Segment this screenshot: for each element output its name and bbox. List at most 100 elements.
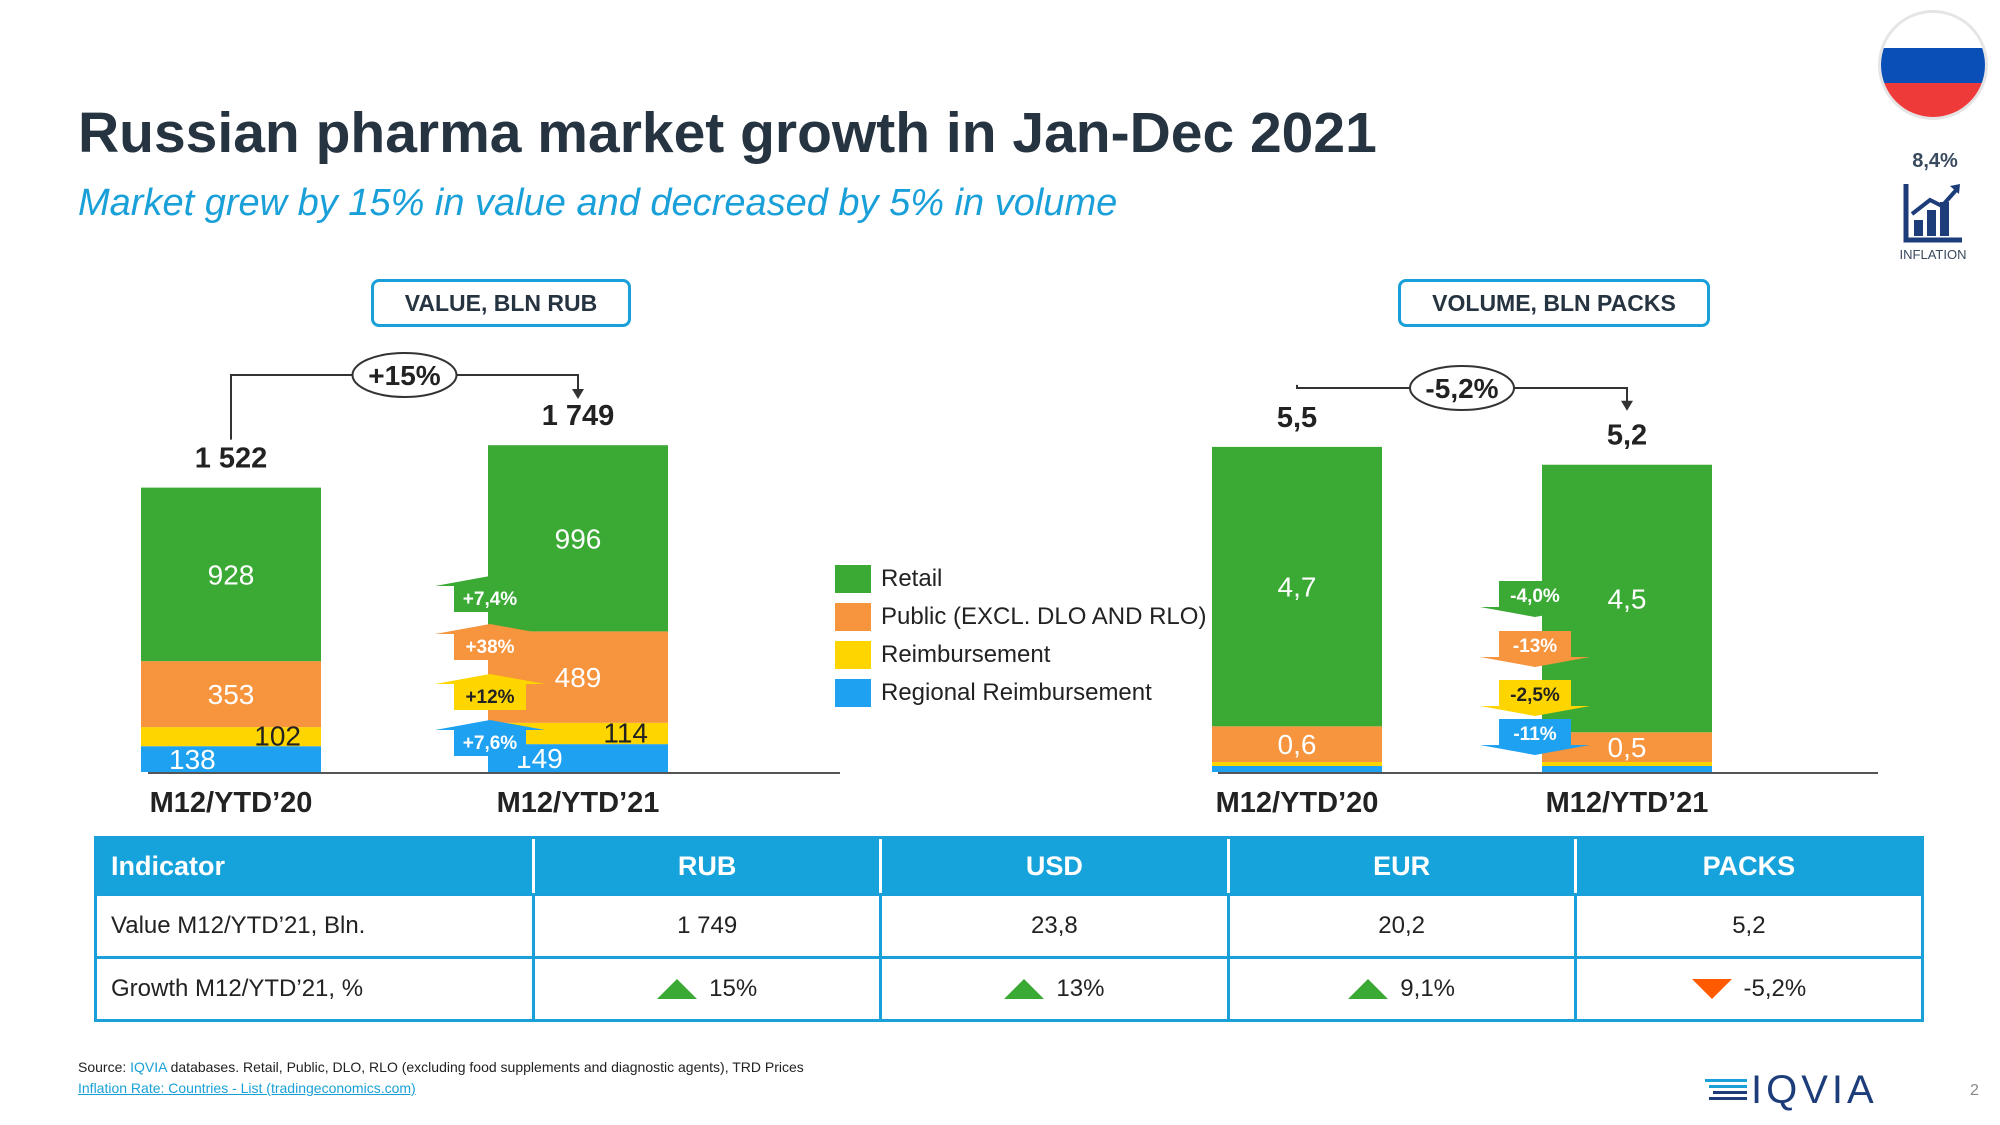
volume-growth-label-retail: -4,0% <box>1510 586 1560 607</box>
page-number: 2 <box>1970 1082 1979 1099</box>
table-cell: 9,1% <box>1226 959 1574 1019</box>
volume-total-label: 5,2 <box>1607 420 1647 452</box>
table-cell: 15% <box>532 959 879 1019</box>
volume-data-label: 0,6 <box>1278 729 1317 760</box>
value-arrow-down-icon <box>572 389 584 399</box>
legend-label-reimbursement: Reimbursement <box>881 641 1051 668</box>
value-data-label: 138 <box>169 744 216 775</box>
volume-arrow-down-icon <box>1621 400 1633 411</box>
value-total-growth: +15% <box>368 360 440 391</box>
growth-value: -5,2% <box>1743 975 1807 1002</box>
value-bar-reimbursement <box>141 727 321 747</box>
value-growth-label-public: +38% <box>465 637 514 658</box>
volume-growth-label-reimbursement: -2,5% <box>1510 685 1560 706</box>
volume-growth-label-public: -13% <box>1513 636 1557 657</box>
value-bar-public <box>141 661 321 728</box>
volume-total-growth-badge <box>1409 365 1515 411</box>
value-bar-retail <box>141 487 321 662</box>
volume-category-label: M12/YTD’21 <box>1546 787 1709 819</box>
iqvia-logo-text: IQVIA <box>1751 1068 1878 1112</box>
volume-total-growth: -5,2% <box>1425 373 1498 404</box>
value-data-label: 928 <box>208 559 255 590</box>
legend-label-retail: Retail <box>881 565 943 592</box>
volume-bar-regional <box>1542 766 1712 772</box>
table-header-rub: RUB <box>532 839 879 893</box>
legend-swatch-public <box>835 603 871 631</box>
legend-item-reimbursement: Reimbursement <box>835 636 1206 674</box>
volume-bar-regional <box>1212 766 1382 772</box>
table-cell: 5,2 <box>1573 896 1921 956</box>
volume-data-label: 4,5 <box>1608 584 1647 615</box>
legend-label-public: Public (EXCL. DLO AND RLO) <box>881 603 1207 630</box>
legend-item-regional: Regional Reimbursement <box>835 674 1206 712</box>
volume-growth-arrow-retail-down-icon <box>1480 581 1590 617</box>
value-bar-regional <box>141 746 321 772</box>
inflation-link[interactable]: Inflation Rate: Countries - List (tradin… <box>78 1080 416 1096</box>
value-growth-label-reimbursement: +12% <box>465 687 514 708</box>
value-total-growth-badge <box>351 352 458 398</box>
volume-growth-arrow-public-down-icon <box>1480 631 1590 667</box>
value-chart-title: VALUE, BLN RUB <box>371 279 631 327</box>
bar-chart-trend-icon <box>1903 184 1962 243</box>
value-total-label: 1 749 <box>542 400 615 432</box>
source-brand: IQVIA <box>130 1059 167 1075</box>
legend-label-regional: Regional Reimbursement <box>881 679 1152 706</box>
volume-data-label: 0,5 <box>1608 732 1647 763</box>
table-header-row: Indicator RUB USD EUR PACKS <box>97 839 1921 893</box>
table-cell: 1 749 <box>532 896 879 956</box>
table-row-label: Value M12/YTD’21, Bln. <box>111 912 366 939</box>
table-cell: 13% <box>879 959 1226 1019</box>
volume-growth-arrow-regional-down-icon <box>1480 719 1590 755</box>
value-growth-arrow-public-up-icon <box>435 624 545 660</box>
growth-value: 13% <box>1056 975 1105 1002</box>
table-row: Value M12/YTD’21, Bln. 1 749 23,8 20,2 5… <box>97 893 1921 956</box>
volume-bar-public <box>1212 726 1382 762</box>
legend-item-retail: Retail <box>835 560 1206 598</box>
indicator-table: Indicator RUB USD EUR PACKS Value M12/YT… <box>94 836 1924 1022</box>
volume-bar-reimbursement <box>1542 762 1712 766</box>
volume-growth-arrow-reimbursement-down-icon <box>1480 680 1590 716</box>
volume-bar-retail <box>1212 446 1382 727</box>
volume-data-label: 4,7 <box>1278 572 1317 603</box>
growth-value: 15% <box>709 975 758 1002</box>
volume-chart-title: VOLUME, BLN PACKS <box>1398 279 1710 327</box>
value-growth-arrow-regional-up-icon <box>435 720 545 756</box>
value-data-label: 489 <box>555 662 602 693</box>
value-data-label: 102 <box>254 721 301 752</box>
table-cell: 23,8 <box>879 896 1226 956</box>
up-arrow-icon <box>657 979 698 999</box>
volume-growth-label-regional: -11% <box>1513 724 1556 745</box>
down-arrow-icon <box>1691 979 1732 999</box>
value-category-label: M12/YTD’21 <box>497 787 660 819</box>
table-header-packs: PACKS <box>1573 839 1921 893</box>
russia-flag-icon <box>1878 10 1988 120</box>
page-title: Russian pharma market growth in Jan-Dec … <box>78 101 1377 165</box>
legend: Retail Public (EXCL. DLO AND RLO) Reimbu… <box>835 560 1206 712</box>
value-data-label: 353 <box>208 679 255 710</box>
source-rest: databases. Retail, Public, DLO, RLO (exc… <box>166 1059 804 1075</box>
inflation-label: INFLATION <box>1899 247 1967 262</box>
volume-category-label: M12/YTD’20 <box>1216 787 1379 819</box>
table-header-usd: USD <box>879 839 1226 893</box>
source-prefix: Source: <box>78 1059 131 1075</box>
table-row: Growth M12/YTD’21, % 15% 13% 9,1% -5,2% <box>97 956 1921 1019</box>
volume-bar-reimbursement <box>1212 762 1382 766</box>
table-cell: -5,2% <box>1573 959 1921 1019</box>
table-row-label: Growth M12/YTD’21, % <box>111 975 364 1002</box>
legend-swatch-retail <box>835 565 871 593</box>
value-growth-arrow-reimbursement-up-icon <box>435 674 545 710</box>
source-note: Source: IQVIA databases. Retail, Public,… <box>78 1059 804 1075</box>
legend-item-public: Public (EXCL. DLO AND RLO) <box>835 598 1206 636</box>
value-data-label: 114 <box>603 717 648 748</box>
table-header-eur: EUR <box>1226 839 1574 893</box>
up-arrow-icon <box>1004 979 1045 999</box>
table-cell: 20,2 <box>1226 896 1574 956</box>
up-arrow-icon <box>1348 979 1389 999</box>
legend-swatch-regional <box>835 679 871 707</box>
volume-total-label: 5,5 <box>1277 402 1317 434</box>
value-growth-arrow-retail-up-icon <box>435 576 545 612</box>
value-total-label: 1 522 <box>195 443 268 475</box>
growth-value: 9,1% <box>1400 975 1455 1002</box>
